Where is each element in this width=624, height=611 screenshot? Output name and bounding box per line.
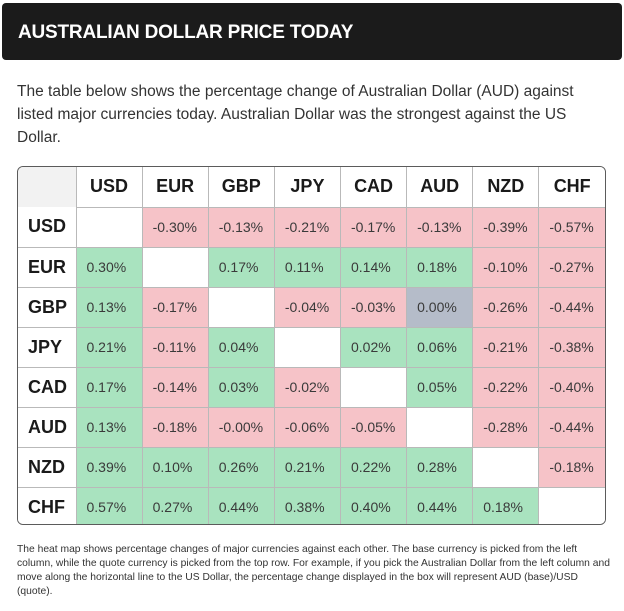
heatmap-cell-usd-aud: -0.13% [406,206,474,248]
heatmap-cell-nzd-chf: -0.18% [538,446,605,488]
heatmap-cell-chf-chf [538,486,605,524]
heatmap-cell-usd-eur: -0.30% [141,206,209,248]
row-header-jpy: JPY [18,326,77,368]
heatmap-cell-aud-aud [406,406,474,448]
heatmap-table: USD EUR GBP JPY CAD AUD NZD CHF USD -0.30… [18,167,605,524]
heatmap-cell-cad-usd: 0.17% [75,366,143,408]
heatmap-corner-cell [18,167,77,207]
column-header-cad: CAD [339,167,408,207]
heatmap-cell-gbp-aud: 0.00% [406,286,474,328]
column-header-nzd: NZD [472,167,540,207]
heatmap-row-nzd: NZD 0.39% 0.10% 0.26% 0.21% 0.22% 0.28% -0.18% [18,446,605,488]
heatmap-cell-chf-nzd: 0.18% [472,486,540,524]
heatmap-cell-aud-chf: -0.44% [538,406,605,448]
heatmap-cell-gbp-usd: 0.13% [75,286,143,328]
column-header-usd: USD [75,167,143,207]
column-header-eur: EUR [141,167,209,207]
heatmap-row-eur: EUR 0.30% 0.17% 0.11% 0.14% 0.18% -0.10% -0.27% [18,246,605,288]
heatmap-cell-cad-eur: -0.14% [141,366,209,408]
column-header-aud: AUD [406,167,474,207]
heatmap-cell-nzd-jpy: 0.21% [273,446,342,488]
heatmap-cell-usd-usd [75,206,143,248]
column-header-chf: CHF [538,167,605,207]
heatmap-cell-jpy-eur: -0.11% [141,326,209,368]
heatmap-cell-nzd-cad: 0.22% [339,446,408,488]
heatmap-row-jpy: JPY 0.21% -0.11% 0.04% 0.02% 0.06% -0.21% -0.38… [18,326,605,368]
heatmap-cell-cad-aud: 0.05% [406,366,474,408]
heatmap-cell-jpy-gbp: 0.04% [207,326,275,368]
heatmap-cell-eur-eur [141,246,209,288]
heatmap-row-gbp: GBP 0.13% -0.17% -0.04% -0.03% 0.00% -0.26% -0.… [18,286,605,328]
footnote-text: The heat map shows percentage changes of… [17,544,610,597]
row-header-gbp: GBP [18,286,77,328]
heatmap-cell-eur-cad: 0.14% [339,246,408,288]
heatmap-row-usd: USD -0.30% -0.13% -0.21% -0.17% -0.13% -0.39% -… [18,206,605,248]
heatmap-cell-cad-nzd: -0.22% [472,366,540,408]
heatmap-cell-chf-aud: 0.44% [406,486,474,524]
heatmap-cell-aud-gbp: -0.00% [207,406,275,448]
heatmap-cell-nzd-usd: 0.39% [75,446,143,488]
heatmap-row-chf: CHF 0.57% 0.27% 0.44% 0.38% 0.40% 0.44% 0.18% [18,486,605,524]
heatmap-cell-jpy-cad: 0.02% [339,326,408,368]
heatmap-cell-eur-nzd: -0.10% [472,246,540,288]
heatmap-cell-aud-jpy: -0.06% [273,406,342,448]
heatmap-cell-aud-eur: -0.18% [141,406,209,448]
heatmap-cell-nzd-nzd [472,446,540,488]
heatmap-header-row: USD EUR GBP JPY CAD AUD NZD CHF [18,167,605,207]
heatmap-cell-nzd-aud: 0.28% [406,446,474,488]
heatmap-cell-gbp-gbp [207,286,275,328]
heatmap-cell-jpy-jpy [273,326,342,368]
row-header-nzd: NZD [18,446,77,488]
heatmap-cell-chf-gbp: 0.44% [207,486,275,524]
heatmap-cell-chf-eur: 0.27% [141,486,209,524]
heatmap-cell-gbp-cad: -0.03% [339,286,408,328]
heatmap-cell-chf-jpy: 0.38% [273,486,342,524]
row-header-cad: CAD [18,366,77,408]
heatmap-cell-aud-nzd: -0.28% [472,406,540,448]
heatmap-cell-cad-cad [339,366,408,408]
heatmap-cell-gbp-chf: -0.44% [538,286,605,328]
intro-text: The table below shows the percentage cha… [17,83,574,146]
heatmap-cell-jpy-aud: 0.06% [406,326,474,368]
heatmap-cell-cad-gbp: 0.03% [207,366,275,408]
heatmap-cell-jpy-chf: -0.38% [538,326,605,368]
column-header-gbp: GBP [207,167,275,207]
heatmap-cell-nzd-gbp: 0.26% [207,446,275,488]
page-title: AUSTRALIAN DOLLAR PRICE TODAY [18,22,354,43]
row-header-usd: USD [18,207,77,248]
heatmap-cell-usd-chf: -0.57% [538,206,605,248]
currency-heatmap: USD EUR GBP JPY CAD AUD NZD CHF USD -0.30… [17,166,606,525]
heatmap-cell-usd-jpy: -0.21% [273,206,342,248]
heatmap-row-cad: CAD 0.17% -0.14% 0.03% -0.02% 0.05% -0.22% -0.4… [18,366,605,408]
heatmap-cell-cad-jpy: -0.02% [273,366,342,408]
heatmap-body: USD -0.30% -0.13% -0.21% -0.17% -0.13% -0.39% -… [18,206,605,524]
heatmap-cell-eur-usd: 0.30% [75,246,143,288]
heatmap-cell-chf-usd: 0.57% [75,486,143,524]
heatmap-cell-usd-nzd: -0.39% [472,206,540,248]
heatmap-cell-aud-usd: 0.13% [75,406,143,448]
row-header-chf: CHF [18,486,77,524]
heatmap-cell-usd-gbp: -0.13% [207,206,275,248]
heatmap-cell-aud-cad: -0.05% [339,406,408,448]
heatmap-cell-gbp-eur: -0.17% [141,286,209,328]
heatmap-cell-eur-chf: -0.27% [538,246,605,288]
heatmap-cell-jpy-usd: 0.21% [75,326,143,368]
heatmap-cell-jpy-nzd: -0.21% [472,326,540,368]
heatmap-cell-eur-aud: 0.18% [406,246,474,288]
row-header-eur: EUR [18,246,77,288]
heatmap-cell-nzd-eur: 0.10% [141,446,209,488]
heatmap-cell-eur-gbp: 0.17% [207,246,275,288]
heatmap-cell-usd-cad: -0.17% [339,206,408,248]
heatmap-cell-gbp-nzd: -0.26% [472,286,540,328]
heatmap-cell-gbp-jpy: -0.04% [273,286,342,328]
heatmap-cell-eur-jpy: 0.11% [273,246,342,288]
column-header-jpy: JPY [273,167,342,207]
heatmap-cell-chf-cad: 0.40% [339,486,408,524]
heatmap-row-aud: AUD 0.13% -0.18% -0.00% -0.06% -0.05% -0.28% -0… [18,406,605,448]
page-header: AUSTRALIAN DOLLAR PRICE TODAY [2,3,622,60]
heatmap-cell-cad-chf: -0.40% [538,366,605,408]
row-header-aud: AUD [18,406,77,448]
